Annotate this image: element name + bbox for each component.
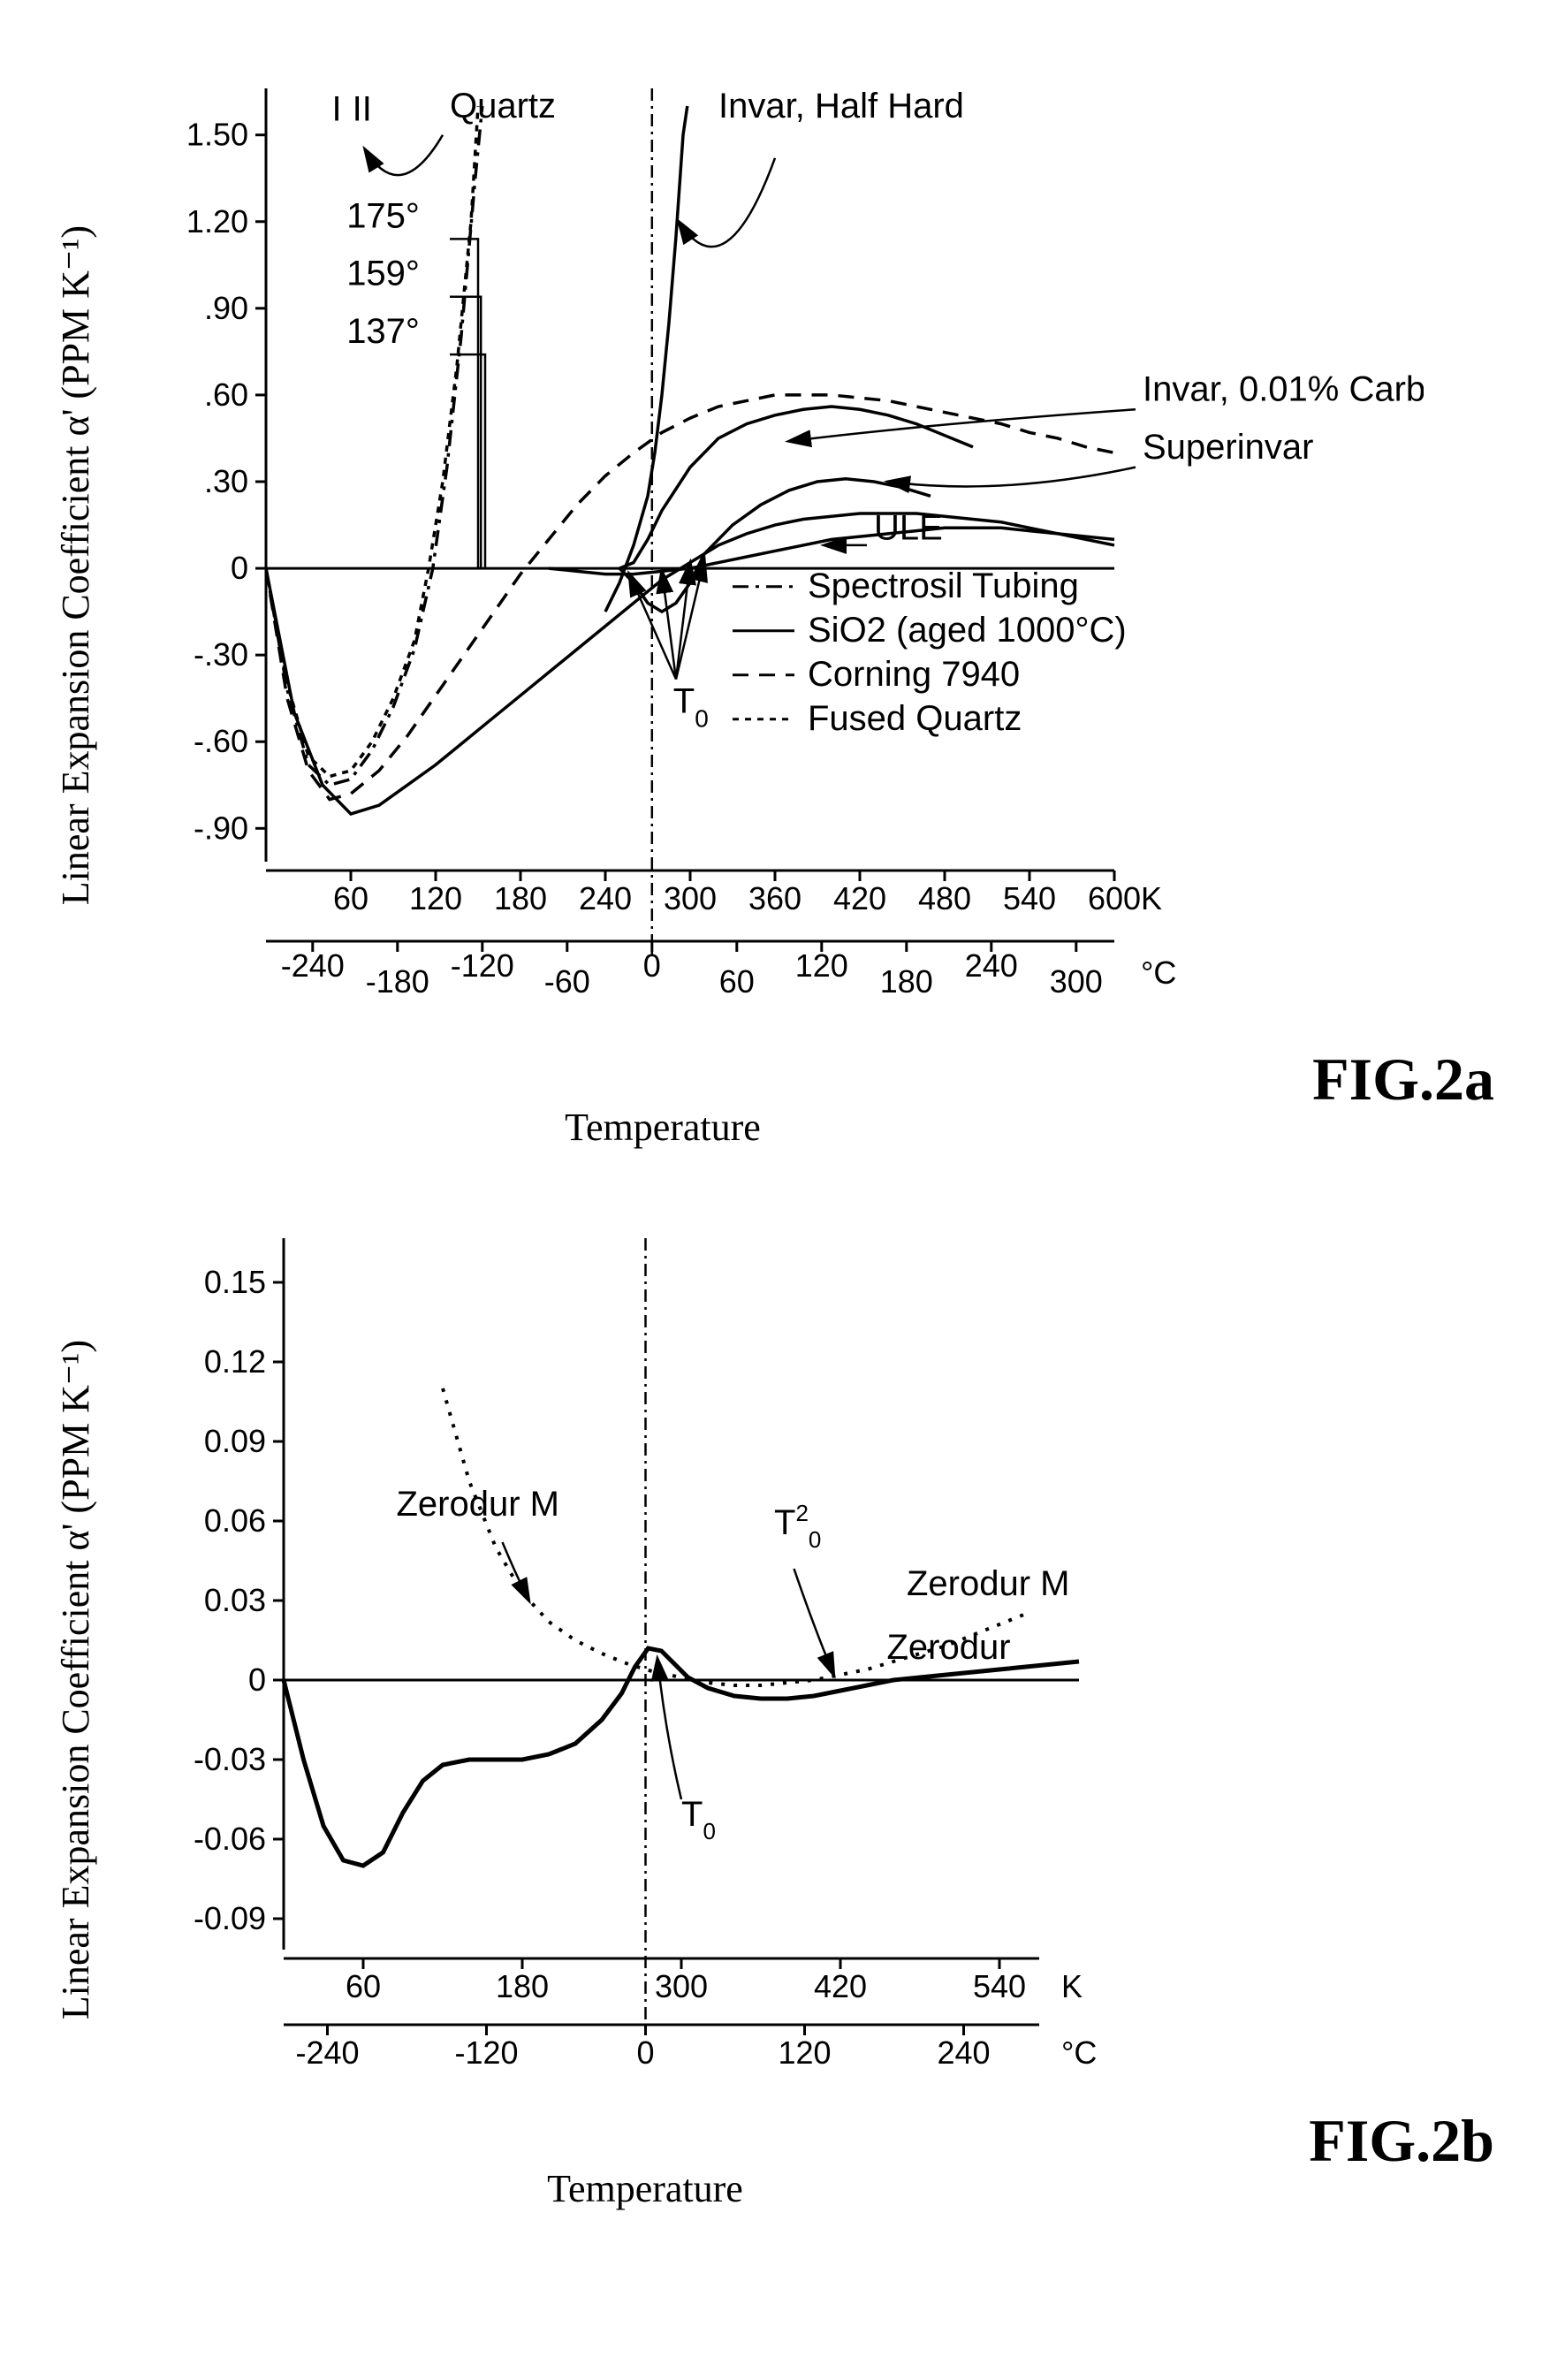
svg-text:420: 420: [833, 880, 886, 916]
svg-text:-180: -180: [366, 963, 429, 1000]
figure-2a: Linear Expansion Coefficient α' (PPM K⁻¹…: [35, 35, 1530, 1150]
svg-text:1.20: 1.20: [186, 203, 248, 240]
svg-text:159°: 159°: [346, 255, 420, 293]
svg-text:Fused Quartz: Fused Quartz: [808, 699, 1022, 738]
svg-text:0: 0: [643, 947, 661, 984]
svg-text:0: 0: [248, 1661, 266, 1698]
svg-text:Zerodur M: Zerodur M: [397, 1485, 560, 1524]
svg-text:420: 420: [814, 1968, 867, 2004]
svg-text:°C: °C: [1141, 954, 1176, 991]
ylabel-2b: Linear Expansion Coefficient α' (PPM K⁻¹…: [35, 1340, 98, 2019]
svg-text:SiO2 (aged 1000°C): SiO2 (aged 1000°C): [808, 611, 1127, 650]
svg-text:T0: T0: [673, 682, 709, 733]
svg-text:Zerodur M: Zerodur M: [907, 1564, 1070, 1603]
caption-2b: FIG.2b: [1309, 2106, 1494, 2176]
svg-text:.30: .30: [204, 463, 248, 499]
svg-text:-.30: -.30: [194, 636, 248, 673]
svg-text:.60: .60: [204, 376, 248, 413]
svg-text:°C: °C: [1061, 2034, 1097, 2071]
svg-text:-0.03: -0.03: [194, 1741, 266, 1777]
svg-text:0.12: 0.12: [204, 1343, 266, 1380]
svg-text:Quartz: Quartz: [450, 87, 556, 125]
svg-text:.90: .90: [204, 290, 248, 326]
svg-text:137°: 137°: [346, 312, 420, 351]
svg-text:180: 180: [880, 963, 933, 1000]
svg-text:540: 540: [1003, 880, 1056, 916]
svg-text:-0.09: -0.09: [194, 1900, 266, 1936]
svg-text:480: 480: [918, 880, 971, 916]
svg-text:0.03: 0.03: [204, 1582, 266, 1618]
svg-text:-240: -240: [281, 947, 345, 984]
xlabel-2b: Temperature: [247, 2166, 1043, 2211]
caption-2a: FIG.2a: [1312, 1045, 1494, 1114]
svg-text:60: 60: [346, 1968, 381, 2004]
chart-2a-svg: -.90 -.60 -.30 0 .30 .60 .90 1.20 1.50 60 120 180 24…: [98, 35, 1424, 1096]
svg-text:540: 540: [973, 1968, 1026, 2004]
svg-text:Superinvar: Superinvar: [1143, 428, 1313, 467]
svg-text:120: 120: [778, 2034, 831, 2071]
svg-text:I: I: [331, 89, 341, 128]
svg-text:-120: -120: [454, 2034, 518, 2071]
svg-text:Spectrosil Tubing: Spectrosil Tubing: [808, 566, 1079, 605]
svg-text:60: 60: [719, 963, 755, 1000]
svg-text:Corning 7940: Corning 7940: [808, 655, 1020, 694]
svg-text:-120: -120: [451, 947, 514, 984]
svg-text:Zerodur: Zerodur: [887, 1628, 1011, 1667]
svg-text:175°: 175°: [346, 196, 420, 235]
xlabel-2a: Temperature: [230, 1105, 1096, 1150]
svg-text:1.50: 1.50: [186, 117, 248, 153]
svg-text:-240: -240: [295, 2034, 359, 2071]
svg-text:T0: T0: [681, 1795, 716, 1844]
svg-text:Invar, Half Hard: Invar, Half Hard: [718, 87, 964, 125]
svg-text:0: 0: [231, 550, 248, 586]
svg-text:0: 0: [636, 2034, 654, 2071]
svg-text:60: 60: [333, 880, 368, 916]
svg-text:300: 300: [664, 880, 717, 916]
svg-text:T20: T20: [774, 1500, 821, 1553]
svg-text:120: 120: [409, 880, 462, 916]
svg-text:-.90: -.90: [194, 810, 248, 846]
figure-2b: Linear Expansion Coefficient α' (PPM K⁻¹…: [35, 1203, 1530, 2211]
svg-text:300: 300: [655, 1968, 708, 2004]
svg-text:K: K: [1061, 1968, 1083, 2004]
chart-2b-svg: -0.09 -0.06 -0.03 0 0.03 0.06 0.09 0.12 0.15 60 18…: [98, 1203, 1424, 2157]
svg-text:-.60: -.60: [194, 723, 248, 759]
svg-text:Invar, 0.01% Carbon: Invar, 0.01% Carbon: [1143, 369, 1424, 408]
svg-text:180: 180: [494, 880, 547, 916]
svg-text:300: 300: [1050, 963, 1103, 1000]
svg-text:600: 600: [1088, 880, 1141, 916]
svg-text:120: 120: [795, 947, 848, 984]
svg-text:II: II: [353, 89, 372, 128]
svg-text:240: 240: [937, 2034, 990, 2071]
ylabel-2a: Linear Expansion Coefficient α' (PPM K⁻¹…: [35, 225, 98, 905]
svg-text:240: 240: [579, 880, 632, 916]
svg-text:0.09: 0.09: [204, 1423, 266, 1459]
svg-text:240: 240: [965, 947, 1018, 984]
svg-text:K: K: [1141, 880, 1162, 916]
svg-text:0.15: 0.15: [204, 1264, 266, 1300]
svg-text:ULE: ULE: [874, 508, 943, 547]
svg-text:360: 360: [748, 880, 801, 916]
svg-text:0.06: 0.06: [204, 1502, 266, 1539]
svg-text:-0.06: -0.06: [194, 1821, 266, 1857]
svg-text:180: 180: [496, 1968, 549, 2004]
svg-text:-60: -60: [544, 963, 590, 1000]
